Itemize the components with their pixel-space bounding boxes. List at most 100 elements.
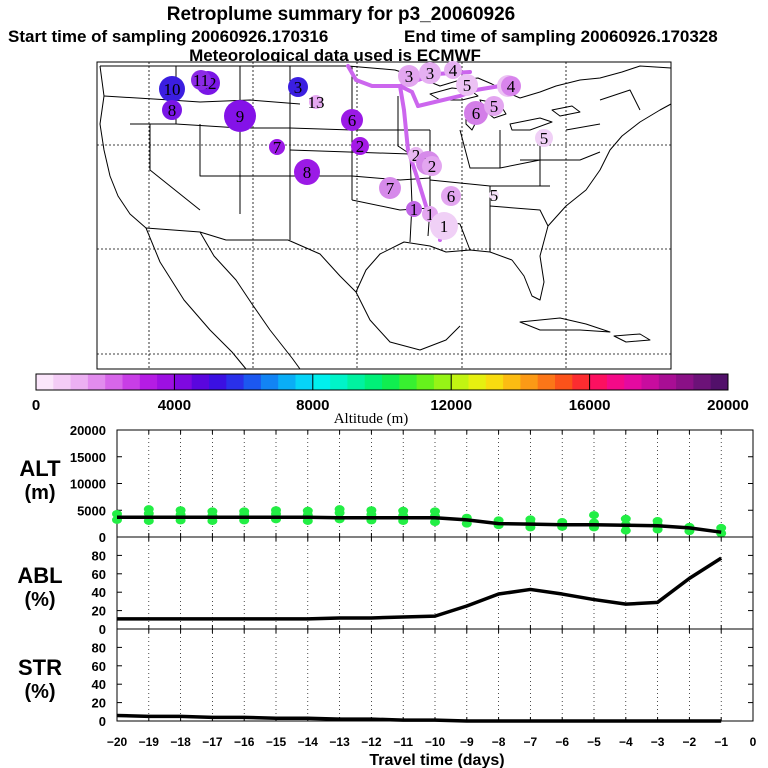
str-y-tick-label: 20 [92,696,106,711]
plume-marker [456,74,478,96]
alt-y-tick-label: 15000 [70,450,106,465]
colorbar-cell [53,374,72,390]
colorbar-cell [658,374,677,390]
colorbar-ticks: 0 4000 8000 12000 16000 20000 [32,374,749,414]
alt-scatter-point [398,506,409,515]
x-tick-label: −8 [492,735,506,749]
colorbar-tick-label: 16000 [569,397,611,414]
x-tick-label: −15 [266,735,287,749]
alt-scatter-point [239,507,250,516]
plume-marker-day-label: 8 [303,163,312,182]
x-tick-label: −16 [234,735,255,749]
plume-marker [379,177,401,199]
plume-marker-day-label: 4 [449,61,458,80]
plume-marker [419,62,441,84]
colorbar-cell [399,374,418,390]
plume-marker [294,159,320,185]
start-time-label: Start time of sampling 20060926.170316 [8,27,328,46]
plume-marker [464,101,488,125]
x-tick-label: −1 [714,735,728,749]
plume-marker [159,76,185,102]
meteorological-data-label: Meteorological data used is ECMWF [189,46,481,65]
plume-marker [444,61,462,79]
colorbar-cell [105,374,123,390]
abl-y-tick-label: 40 [92,585,106,600]
plume-marker-day-label: 6 [447,187,456,206]
map-panel: 101211893136728334566545222765111 [96,61,672,370]
colorbar-cell [710,374,729,390]
alt-y-tick-label: 5000 [77,503,106,518]
plume-marker [535,129,553,147]
plume-marker [224,100,256,132]
colorbar-cell [416,374,435,390]
alt-scatter-point [430,507,440,516]
colorbar-frame [35,373,729,391]
plume-marker-day-label: 1 [440,217,449,236]
x-tick-label: 0 [750,735,757,749]
plume-marker [489,190,499,200]
alt-y-tick-label: 20000 [70,423,106,438]
x-tick-label: −13 [329,735,350,749]
plume-marker-day-label: 3 [426,64,435,83]
plume-marker-day-label: 4 [507,77,516,96]
plume-marker-day-label: 2 [428,157,437,176]
alt-scatter-point [366,506,377,515]
plume-marker-day-label: 7 [273,138,282,157]
plume-marker [430,212,458,240]
alt-y-axis-label: ALT [19,456,61,481]
plume-marker [441,186,461,206]
x-tick-label: −2 [683,735,697,749]
colorbar-cell [537,374,556,390]
plume-marker-day-label: 5 [490,97,499,116]
map-graticule [97,62,671,369]
alt-scatter-point [175,506,186,515]
x-tick-label: −20 [107,735,128,749]
str-panel-frame [116,628,754,722]
x-tick-label: −17 [202,735,223,749]
alt-scatter-point [525,515,536,524]
alt-scatter-point [716,523,727,532]
colorbar-cell [347,374,366,390]
x-tick-label: −14 [298,735,319,749]
colorbar-cell [174,374,193,390]
colorbar-cell [641,374,660,390]
plume-marker [162,100,182,120]
colorbar-cell [70,374,89,390]
alt-scatter-point [652,516,663,525]
colorbar-cell [87,374,106,390]
alt-scatter-point [271,506,281,515]
end-time-label: End time of sampling 20060926.170328 [404,27,718,46]
plume-marker [288,77,308,97]
str-series-line [116,713,722,723]
colorbar-cell [503,374,521,390]
plume-marker-day-label: 1 [410,200,419,219]
colorbar-cell [278,374,296,390]
colorbar-cell [520,374,539,390]
plume-marker-day-label: 3 [294,78,303,97]
x-tick-label: −19 [139,735,160,749]
colorbar-cell [209,374,227,390]
figure-title: Retroplume summary for p3_20060926 [167,4,516,25]
colorbar-cell [312,374,331,390]
abl-y-tick-label: 80 [92,548,106,563]
colorbar-cell [589,374,608,390]
colorbar-cell [555,374,573,390]
x-tick-label: −9 [460,735,474,749]
abl-series-line [117,556,723,621]
abl-y-axis-label: ABL [17,563,62,588]
alt-scatter-point [430,518,440,527]
str-y-axis-label: STR [18,655,62,680]
x-tick-label: −6 [555,735,569,749]
plume-marker-day-label: 9 [236,107,245,126]
colorbar-tick-label: 4000 [158,397,191,414]
abl-y-tick-label: 60 [92,567,106,582]
plume-marker-day-label: 5 [540,129,549,148]
colorbar-cell [191,374,210,390]
str-y-tick-label: 60 [92,659,106,674]
x-tick-label: −10 [425,735,446,749]
abl-y-tick-label: 0 [99,622,106,637]
colorbar-cell [485,374,504,390]
x-tick-label: −4 [619,735,633,749]
plume-marker-day-label: 5 [490,186,499,205]
